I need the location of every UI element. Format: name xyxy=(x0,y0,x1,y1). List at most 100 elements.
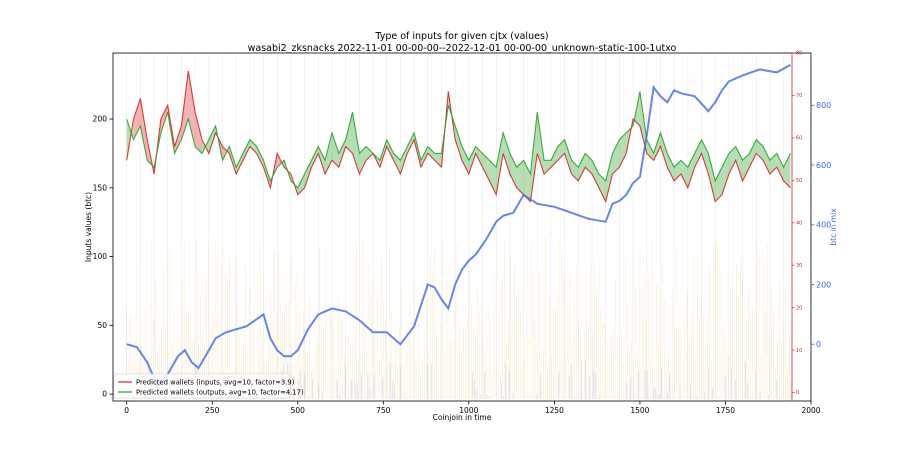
fill-segment xyxy=(331,132,339,168)
y-tick-label: 0 xyxy=(102,390,107,399)
fill-segment xyxy=(708,153,716,202)
y3-blue-tick-label: 200 xyxy=(816,280,831,289)
fill-segment xyxy=(776,153,784,181)
y-tick-label: 150 xyxy=(93,183,108,192)
fill-segment xyxy=(318,146,326,175)
y2-red-tick-label: 30 xyxy=(796,263,802,269)
fill-segment xyxy=(749,139,757,168)
y2-red-tick-label: 50 xyxy=(796,178,802,184)
fill-segment xyxy=(722,153,729,195)
fill-segment xyxy=(783,153,791,188)
fill-segment xyxy=(359,146,367,175)
fill-segment xyxy=(174,125,182,154)
fill-segment xyxy=(571,160,579,181)
x-tick-label: 750 xyxy=(376,406,391,415)
x-tick-label: 1500 xyxy=(630,406,649,415)
y2-red-tick-label: 0 xyxy=(796,390,799,396)
y2-axis-label: btc in mix xyxy=(829,208,838,246)
y-tick-label: 100 xyxy=(93,252,108,261)
y-axis-label: Inputs values (btc) xyxy=(84,192,93,262)
fill-segment xyxy=(311,146,319,168)
y3-blue-tick-label: 400 xyxy=(816,221,831,230)
fill-segment xyxy=(462,146,469,175)
fill-segment xyxy=(728,146,736,175)
fill-segment xyxy=(619,132,627,168)
fill-segment xyxy=(256,146,264,168)
y-axis-red: 0 10 20 30 40 50 60 70 80 xyxy=(792,51,802,396)
fill-segment xyxy=(195,112,202,154)
fill-segment xyxy=(530,112,538,202)
x-tick-label: 500 xyxy=(291,406,306,415)
series-line-btc-in-mix xyxy=(126,64,791,388)
fill-segment xyxy=(544,160,551,175)
fill-segment xyxy=(516,160,524,195)
fill-segment xyxy=(236,153,244,175)
fill-segment xyxy=(345,112,353,154)
x-tick-label: 250 xyxy=(205,406,220,415)
fill-segment xyxy=(427,146,435,161)
fill-segment xyxy=(646,139,654,161)
fill-segment xyxy=(496,132,504,195)
fill-segment xyxy=(763,146,770,175)
x-tick-label: 2000 xyxy=(801,406,820,415)
y3-blue-tick-label: 600 xyxy=(816,161,831,170)
fill-segment xyxy=(742,153,750,181)
x-tick-label: 1750 xyxy=(716,406,735,415)
fill-segment xyxy=(667,153,675,181)
fill-segment xyxy=(735,146,743,181)
fill-segment xyxy=(592,160,599,188)
x-tick-label: 1000 xyxy=(459,406,478,415)
fill-segment xyxy=(140,98,148,161)
y-tick-label: 200 xyxy=(93,115,108,124)
fill-segment xyxy=(680,160,688,188)
legend: Predicted wallets (inputs, avg=10, facto… xyxy=(113,373,304,399)
fill-segment xyxy=(366,146,374,161)
fill-segment xyxy=(489,160,497,195)
fill-segment xyxy=(420,146,428,168)
fill-segment xyxy=(503,132,510,175)
chart-title: Type of inputs for given cjtx (values) xyxy=(374,31,548,42)
fill-segment xyxy=(509,153,517,188)
fill-segment xyxy=(482,153,490,181)
y-axis-blue: 0 200 400 600 800 xyxy=(811,101,831,349)
fill-segment xyxy=(386,139,394,161)
plot-frame xyxy=(112,52,812,402)
y-axis: 0 50 100 150 200 xyxy=(93,115,113,399)
legend-entry-inputs: Predicted wallets (inputs, avg=10, facto… xyxy=(136,379,295,387)
x-axis: 0 250 500 750 1000 1250 1500 1750 2000 xyxy=(124,401,821,415)
fill-segment xyxy=(550,146,558,168)
y3-blue-tick-label: 0 xyxy=(816,340,821,349)
fill-segment xyxy=(612,139,620,175)
x-axis-label: Coinjoin in time xyxy=(433,413,492,422)
fill-segment xyxy=(475,146,483,168)
fill-segment xyxy=(393,153,401,175)
fill-segment xyxy=(434,153,442,168)
fill-segment xyxy=(585,153,593,175)
fill-segment xyxy=(564,139,572,175)
fill-segment xyxy=(407,132,415,154)
fill-segment xyxy=(598,174,606,202)
x-tick-label: 0 xyxy=(124,406,129,415)
chart-subtitle: wasabi2_zksnacks 2022-11-01 00-00-00--20… xyxy=(248,43,677,54)
fill-segment xyxy=(605,153,613,202)
fill-segment xyxy=(687,153,695,188)
fill-segment xyxy=(694,139,702,168)
fill-segment xyxy=(297,174,305,195)
fill-segment xyxy=(557,139,565,161)
series-line-inputs xyxy=(126,70,791,204)
fill-segment xyxy=(660,132,668,168)
y2-red-tick-label: 40 xyxy=(796,220,802,226)
legend-entry-outputs: Predicted wallets (outputs, avg=10, fact… xyxy=(136,389,304,397)
y2-red-tick-label: 10 xyxy=(796,348,802,354)
y-tick-label: 50 xyxy=(97,321,107,330)
fill-segment xyxy=(715,167,723,202)
series-lines xyxy=(126,64,791,388)
fill-segment xyxy=(249,139,257,154)
fill-segment xyxy=(304,160,312,188)
series-line-outputs xyxy=(126,91,791,189)
fill-segment xyxy=(578,153,586,181)
legend-box xyxy=(113,373,291,399)
fill-segment xyxy=(701,139,709,175)
background-bars xyxy=(126,55,792,399)
